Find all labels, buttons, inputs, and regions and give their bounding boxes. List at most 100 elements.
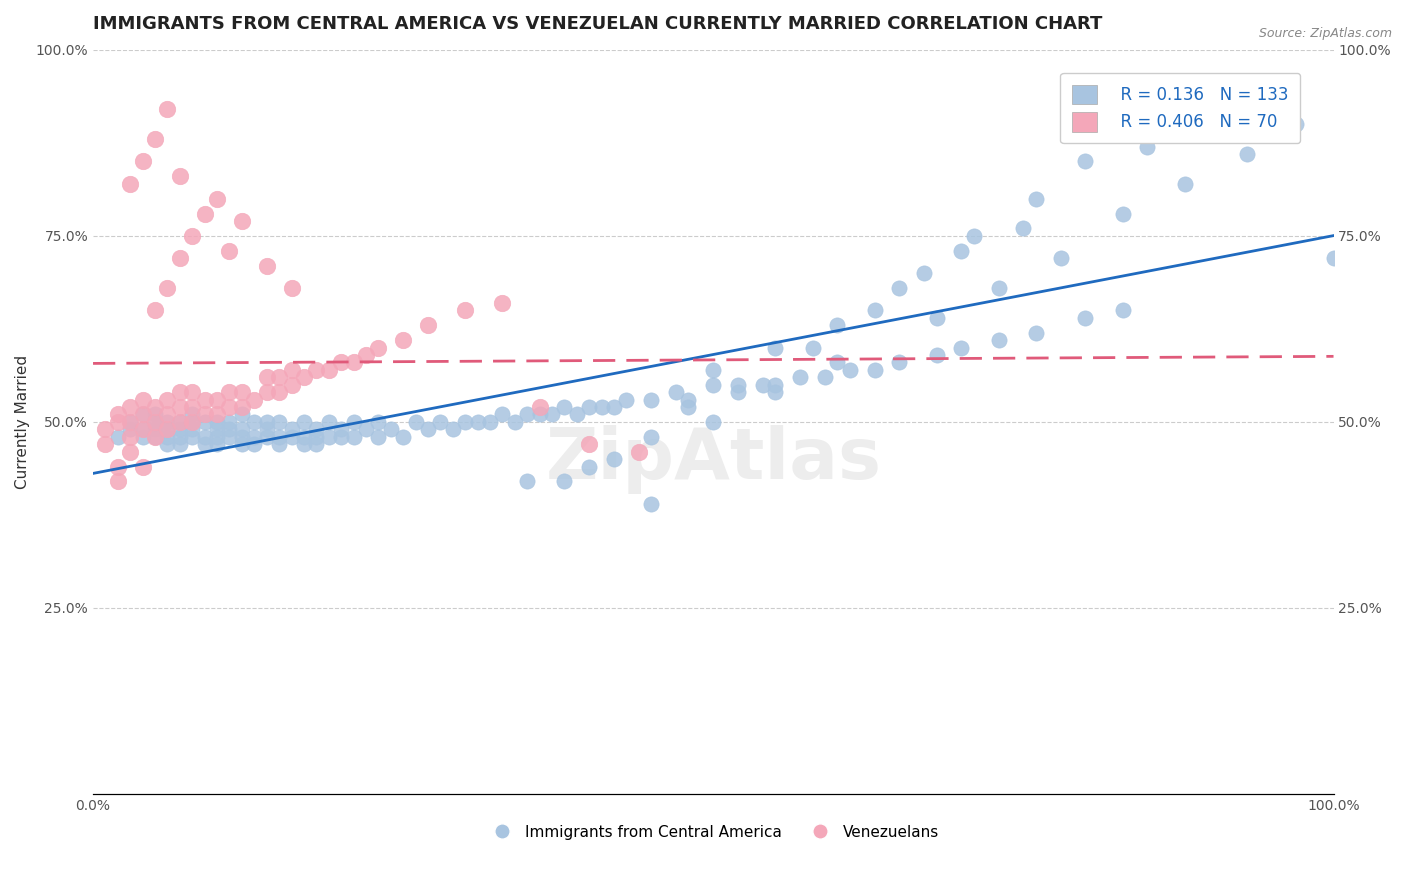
Point xyxy=(256,422,278,436)
Point xyxy=(243,392,266,407)
Point xyxy=(727,385,749,400)
Point xyxy=(169,437,191,451)
Point xyxy=(156,408,179,422)
Point xyxy=(416,318,439,333)
Point xyxy=(205,408,228,422)
Point xyxy=(950,244,973,258)
Point xyxy=(181,415,204,429)
Point xyxy=(454,303,477,318)
Point xyxy=(1236,147,1258,161)
Point xyxy=(565,408,588,422)
Point xyxy=(292,430,315,444)
Point xyxy=(131,408,153,422)
Point xyxy=(305,430,328,444)
Point xyxy=(205,192,228,206)
Point xyxy=(205,437,228,451)
Point xyxy=(156,281,179,295)
Point xyxy=(256,259,278,273)
Point xyxy=(194,415,217,429)
Point xyxy=(441,422,464,436)
Point xyxy=(156,430,179,444)
Point xyxy=(763,385,786,400)
Point xyxy=(143,132,166,146)
Point xyxy=(120,430,142,444)
Legend: Immigrants from Central America, Venezuelans: Immigrants from Central America, Venezue… xyxy=(481,819,946,846)
Point xyxy=(169,169,191,184)
Point xyxy=(838,363,860,377)
Point xyxy=(131,154,153,169)
Point xyxy=(553,400,575,414)
Y-axis label: Currently Married: Currently Married xyxy=(15,355,30,489)
Point xyxy=(181,400,204,414)
Point xyxy=(269,437,291,451)
Point xyxy=(131,430,153,444)
Point xyxy=(120,400,142,414)
Point xyxy=(243,430,266,444)
Point xyxy=(169,422,191,436)
Point xyxy=(889,281,911,295)
Point xyxy=(305,437,328,451)
Point xyxy=(131,459,153,474)
Point xyxy=(814,370,837,384)
Point xyxy=(702,377,724,392)
Point xyxy=(354,348,377,362)
Point xyxy=(218,430,240,444)
Point xyxy=(256,430,278,444)
Point xyxy=(131,408,153,422)
Point xyxy=(218,244,240,258)
Point xyxy=(156,103,179,117)
Point xyxy=(181,415,204,429)
Point xyxy=(120,177,142,191)
Point xyxy=(665,385,688,400)
Point xyxy=(231,385,253,400)
Point xyxy=(231,422,253,436)
Point xyxy=(727,377,749,392)
Point xyxy=(269,385,291,400)
Point xyxy=(269,370,291,384)
Point xyxy=(529,400,551,414)
Point xyxy=(863,303,886,318)
Point xyxy=(305,422,328,436)
Point xyxy=(330,422,353,436)
Point xyxy=(367,430,389,444)
Point xyxy=(380,422,402,436)
Point xyxy=(107,408,129,422)
Point xyxy=(603,452,626,467)
Point xyxy=(752,377,775,392)
Point xyxy=(827,318,849,333)
Point xyxy=(640,497,662,511)
Point xyxy=(603,400,626,414)
Point xyxy=(143,430,166,444)
Point xyxy=(205,392,228,407)
Point xyxy=(231,430,253,444)
Point xyxy=(194,408,217,422)
Point xyxy=(330,355,353,369)
Point xyxy=(280,281,302,295)
Point xyxy=(591,400,613,414)
Point xyxy=(231,214,253,228)
Point xyxy=(94,437,117,451)
Point xyxy=(231,400,253,414)
Point xyxy=(256,415,278,429)
Point xyxy=(305,363,328,377)
Point xyxy=(280,422,302,436)
Point xyxy=(120,415,142,429)
Point xyxy=(107,430,129,444)
Point xyxy=(318,430,340,444)
Point xyxy=(925,310,948,325)
Point xyxy=(156,392,179,407)
Point xyxy=(640,430,662,444)
Point xyxy=(280,430,302,444)
Point xyxy=(479,415,502,429)
Point xyxy=(169,385,191,400)
Point xyxy=(1025,192,1047,206)
Point xyxy=(1074,310,1097,325)
Point xyxy=(616,392,638,407)
Point xyxy=(194,430,217,444)
Point xyxy=(143,422,166,436)
Point xyxy=(1049,251,1071,265)
Point xyxy=(131,422,153,436)
Point xyxy=(1198,125,1220,139)
Point xyxy=(169,415,191,429)
Point xyxy=(702,363,724,377)
